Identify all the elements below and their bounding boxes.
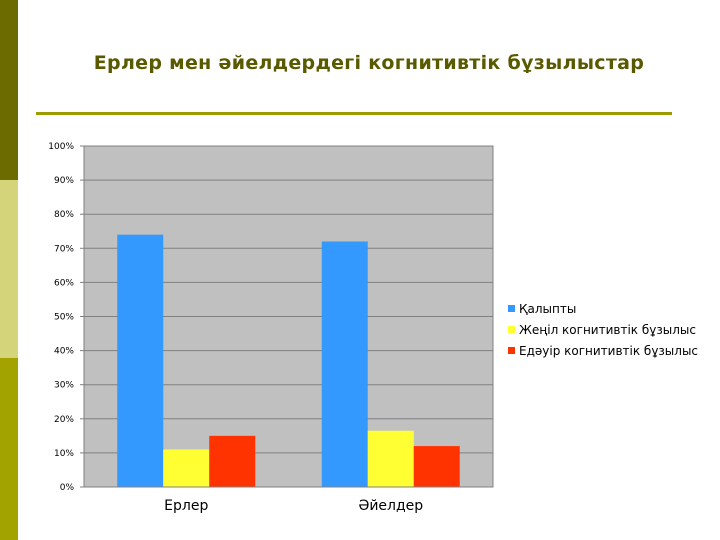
legend-item: Едәуір когнитивтік бұзылыс [508,340,698,361]
y-tick-label: 40% [54,347,74,357]
legend-label: Жеңіл когнитивтік бұзылыс [519,322,696,337]
bar [209,435,256,487]
y-tick-label: 90% [54,176,74,186]
legend-swatch [508,347,515,354]
legend-swatch [508,326,515,333]
side-strip-top [0,0,18,180]
side-strip-middle [0,180,18,358]
legend-swatch [508,305,515,312]
bar [163,449,210,487]
y-tick-label: 70% [54,244,74,254]
legend-item: Қалыпты [508,298,698,319]
side-strip-bottom [0,358,18,540]
chart-legend: Қалыпты Жеңіл когнитивтік бұзылыс Едәуір к… [508,298,698,361]
legend-label: Қалыпты [519,301,577,316]
y-tick-label: 30% [54,381,74,391]
bar [367,430,414,487]
slide-title: Ерлер мен әйелдердегі когнитивтік бұзылы… [93,52,645,74]
bar [117,234,164,487]
y-tick-label: 10% [54,449,74,459]
bar [413,446,460,487]
y-tick-label: 100% [48,142,74,152]
y-tick-label: 20% [54,415,74,425]
y-tick-label: 60% [54,278,74,288]
x-tick-label: Ерлер [164,498,208,514]
y-tick-label: 0% [60,483,75,493]
x-tick-label: Әйелдер [358,498,423,514]
title-underline [36,112,672,115]
y-tick-label: 80% [54,210,74,220]
y-tick-label: 50% [54,313,74,323]
bar [321,241,368,487]
legend-label: Едәуір когнитивтік бұзылыс [519,343,699,358]
legend-item: Жеңіл когнитивтік бұзылыс [508,319,698,340]
